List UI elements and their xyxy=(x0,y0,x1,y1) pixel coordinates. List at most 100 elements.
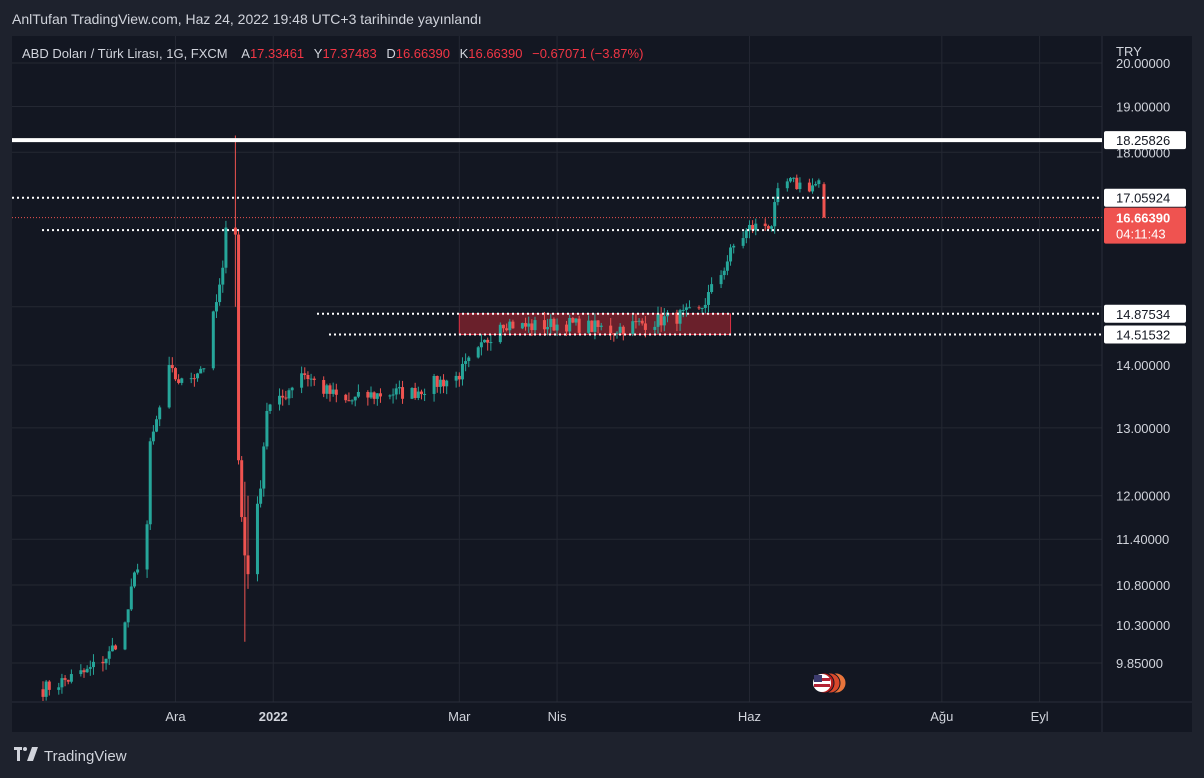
candle-body xyxy=(489,342,493,344)
candle-body xyxy=(706,292,710,305)
candle-body xyxy=(511,321,515,329)
candle-body xyxy=(662,316,666,326)
price-chart[interactable]: 20.0000019.0000018.0000014.0000013.00000… xyxy=(12,36,1192,732)
candle-body xyxy=(640,320,644,324)
candle-body xyxy=(401,387,405,399)
level-price-label: 14.87534 xyxy=(1116,307,1170,322)
candle-body xyxy=(773,202,777,227)
brand-name: TradingView xyxy=(44,748,127,765)
current-price-label: 16.66390 xyxy=(1116,211,1170,226)
candle-body xyxy=(189,378,193,380)
level-price-tag xyxy=(1104,188,1186,207)
candle-body xyxy=(151,431,155,442)
candle-body xyxy=(659,313,663,326)
candle-body xyxy=(322,380,326,394)
candle-body xyxy=(498,324,502,343)
candle-body xyxy=(334,389,338,395)
candle-body xyxy=(700,307,704,309)
candle-body xyxy=(445,380,449,387)
candle-body xyxy=(158,407,162,420)
candle-body xyxy=(697,307,701,309)
time-tick-label: 2022 xyxy=(259,709,288,724)
candle-body xyxy=(729,247,733,262)
candle-body xyxy=(811,185,815,192)
candle-body xyxy=(763,223,767,227)
candle-body xyxy=(306,375,310,380)
candle-body xyxy=(114,645,118,650)
candle-body xyxy=(542,320,546,330)
candle-body xyxy=(192,378,196,380)
level-price-label: 17.05924 xyxy=(1116,191,1170,206)
publish-info: AnlTufan TradingView.com, Haz 24, 2022 1… xyxy=(12,11,482,27)
candle-body xyxy=(520,323,524,329)
candle-body xyxy=(123,622,127,650)
candle-body xyxy=(180,378,184,383)
us-flag-stripe xyxy=(814,684,830,687)
candle-body xyxy=(211,311,215,369)
footer-brand[interactable]: TradingView xyxy=(14,747,127,766)
candle-body xyxy=(85,668,89,673)
candle-body xyxy=(224,227,228,268)
candle-body xyxy=(202,368,206,370)
candle-body xyxy=(79,670,83,675)
candle-body xyxy=(618,326,622,333)
candle-body xyxy=(722,270,726,276)
candle-body xyxy=(312,378,316,381)
candle-body xyxy=(442,379,446,387)
candle-body xyxy=(104,658,108,664)
candle-body xyxy=(375,393,379,399)
candle-body xyxy=(331,389,335,394)
time-tick-label: Eyl xyxy=(1031,709,1049,724)
high-value: 17.37483 xyxy=(322,46,377,61)
candle-body xyxy=(145,524,149,570)
price-scale-currency[interactable]: TRY xyxy=(1116,44,1142,59)
chart-pane[interactable]: 20.00000 19.00000 18.00000 14.00000 13.00000… xyxy=(12,36,1192,732)
candle-body xyxy=(505,328,509,331)
high-label: Y xyxy=(313,46,323,61)
candle-body xyxy=(814,184,818,186)
candle-body xyxy=(798,182,802,190)
candle-body xyxy=(634,321,638,323)
price-tick-label: 10.30000 xyxy=(1116,618,1170,633)
candle-body xyxy=(776,188,780,203)
candle-body xyxy=(590,320,594,332)
candle-body xyxy=(397,387,401,389)
candle-body xyxy=(82,670,86,673)
candle-body xyxy=(221,267,225,285)
candle-body xyxy=(369,392,373,398)
candle-body xyxy=(527,323,531,327)
candle-body xyxy=(328,385,332,394)
candle-body xyxy=(596,320,600,327)
price-tick-label: 12.00000 xyxy=(1116,489,1170,504)
low-value: 16.66390 xyxy=(395,46,450,61)
candle-body xyxy=(744,230,748,239)
price-tick-label: 20.00000 xyxy=(1116,56,1170,71)
candle-body xyxy=(344,394,348,401)
candle-body xyxy=(47,681,51,690)
candle-body xyxy=(196,373,200,379)
candle-body xyxy=(741,238,745,246)
level-price-tag xyxy=(1104,131,1186,150)
level-price-label: 14.51532 xyxy=(1116,328,1170,343)
candle-body xyxy=(631,321,635,334)
time-tick-label: Ara xyxy=(165,709,186,724)
symbol-name[interactable]: ABD Doları / Türk Lirası, 1G, FXCM xyxy=(22,46,228,61)
candle-body xyxy=(754,223,758,231)
candle-body xyxy=(300,373,304,388)
candle-body xyxy=(60,678,64,688)
candle-body xyxy=(688,307,692,309)
candle-body xyxy=(587,320,591,333)
candle-body xyxy=(378,393,382,397)
candle-body xyxy=(577,318,581,333)
candle-body xyxy=(732,245,736,248)
candle-body xyxy=(265,410,269,447)
candle-body xyxy=(621,326,625,334)
candle-body xyxy=(413,387,417,398)
candle-body xyxy=(155,419,159,432)
candle-body xyxy=(438,379,442,387)
candle-body xyxy=(91,661,95,668)
candle-body xyxy=(568,317,572,332)
candle-body xyxy=(637,320,641,322)
time-tick-label: Mar xyxy=(448,709,471,724)
candle-body xyxy=(788,178,792,182)
